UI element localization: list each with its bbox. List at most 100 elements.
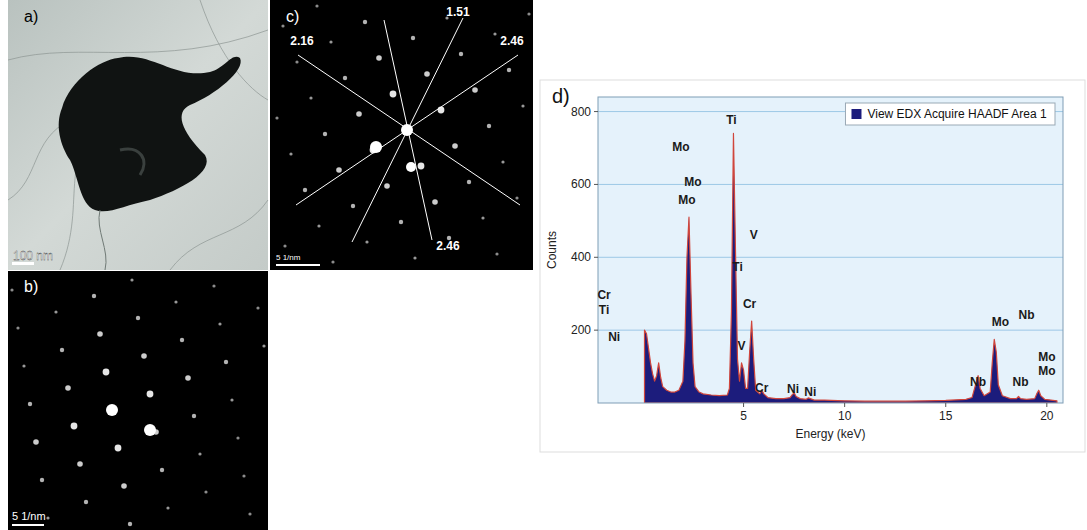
zone-line [298, 55, 520, 205]
diffraction-spot [413, 256, 416, 259]
diffraction-spot [248, 512, 251, 515]
diffraction-spot [343, 76, 347, 80]
d-spacing: 2.46 [500, 34, 524, 48]
grid-line [598, 184, 1063, 185]
x-tick [945, 403, 946, 407]
y-tick [594, 257, 598, 258]
figure: a)100 nm2.161.512.462.46c)5 1/nmb)5 1/nm… [0, 0, 1087, 530]
legend-label: View EDX Acquire HAADF Area 1 [867, 107, 1047, 121]
panel-a: a)100 nm [8, 0, 268, 270]
peak-label: Ni [608, 330, 620, 344]
panel-b: b) 5 1/nm [8, 271, 268, 530]
x-tick-label: 15 [939, 409, 953, 423]
micrograph [8, 0, 268, 270]
peak-label: Mo [678, 193, 695, 207]
diffraction-spot [527, 12, 530, 15]
peak-label: Ti [726, 113, 736, 127]
diffraction-spot [97, 331, 103, 337]
diffraction-spot [467, 180, 471, 184]
peak-label: V [750, 228, 758, 242]
y-tick [594, 111, 598, 112]
diffraction-spot [10, 288, 13, 291]
diffraction-spot [275, 116, 278, 119]
d-spacing: 1.51 [446, 5, 470, 19]
x-tick-label: 5 [740, 409, 747, 423]
peak-label: Mo [684, 175, 701, 189]
d-spacing: 2.16 [290, 34, 314, 48]
y-tick [594, 184, 598, 185]
diffraction-spot [363, 20, 367, 24]
dislocation [99, 210, 106, 270]
scale-bar [276, 264, 320, 266]
peak-label: V [738, 339, 746, 353]
x-tick [743, 403, 744, 407]
grid-line [598, 330, 1063, 331]
diffraction-spot [192, 414, 196, 418]
diffraction-spot [323, 132, 327, 136]
peak-label: Ni [804, 385, 816, 399]
plot-area [598, 97, 1063, 403]
diffraction-spot [356, 111, 362, 117]
diffraction-spot [406, 162, 416, 172]
diffraction-spot [180, 338, 184, 342]
diffraction-spot [501, 160, 504, 163]
diffraction-spot [289, 152, 292, 155]
diffraction-background [8, 271, 268, 530]
x-axis-title: Energy (keV) [795, 427, 865, 441]
diffraction-spot [224, 360, 228, 364]
diffraction-spot [204, 490, 207, 493]
diffraction-spot [331, 260, 334, 263]
grid-line [598, 257, 1063, 258]
diffraction-spot [336, 167, 342, 173]
diffraction-spot [128, 522, 132, 526]
spectrum [645, 133, 1057, 403]
panel-c: 2.161.512.462.46c)5 1/nm [270, 0, 533, 270]
legend-box [845, 103, 1055, 125]
diffraction-spot [60, 348, 64, 352]
diffraction-spot [459, 52, 463, 56]
diffraction-spot [481, 216, 484, 219]
diffraction-spot [452, 143, 458, 149]
legend-swatch [851, 109, 861, 119]
zone-line [384, 20, 432, 240]
x-tick [844, 403, 845, 407]
diffraction-spot [141, 353, 147, 359]
x-tick-label: 20 [1040, 409, 1054, 423]
peak-label: Mo [992, 315, 1009, 329]
diffraction-spot [160, 468, 164, 472]
diffraction-spot [71, 423, 78, 430]
diffraction-spot [242, 474, 245, 477]
diffraction-spot [303, 188, 307, 192]
diffraction-spot [262, 344, 265, 347]
scale-bar-label: 5 1/nm [276, 253, 301, 262]
scale-bar-label: 5 1/nm [12, 510, 46, 522]
scale-bar [12, 524, 44, 526]
bend-contour [8, 30, 268, 60]
peak-label: Mo [1038, 364, 1055, 378]
diffraction-spot [115, 445, 122, 452]
diffraction-spot [256, 306, 259, 309]
scale-bar-label: 100 nm [13, 249, 53, 263]
diffraction-spot [84, 500, 88, 504]
diffraction-spot [472, 87, 478, 93]
diffraction-spot [351, 204, 355, 208]
legend: View EDX Acquire HAADF Area 1 [845, 103, 1055, 125]
d-spacing: 2.46 [436, 239, 460, 253]
diffraction-spot [185, 375, 191, 381]
plot-frame [598, 97, 1063, 403]
diffraction-spot [33, 439, 39, 445]
diffraction-spot [218, 322, 221, 325]
diffraction-spot [106, 404, 118, 416]
peak-label: Mo [672, 140, 689, 154]
diffraction-spot [40, 478, 44, 482]
diffraction-spot [390, 91, 397, 98]
marks [645, 133, 1057, 403]
diffraction-spot [46, 516, 49, 519]
panel-label: b) [24, 278, 38, 295]
zone-line [352, 18, 463, 242]
diffraction-spot [166, 506, 169, 509]
zone-line [296, 55, 518, 205]
bend-contour [170, 200, 268, 270]
diffraction-spot [16, 326, 19, 329]
diffraction-spot [418, 163, 425, 170]
